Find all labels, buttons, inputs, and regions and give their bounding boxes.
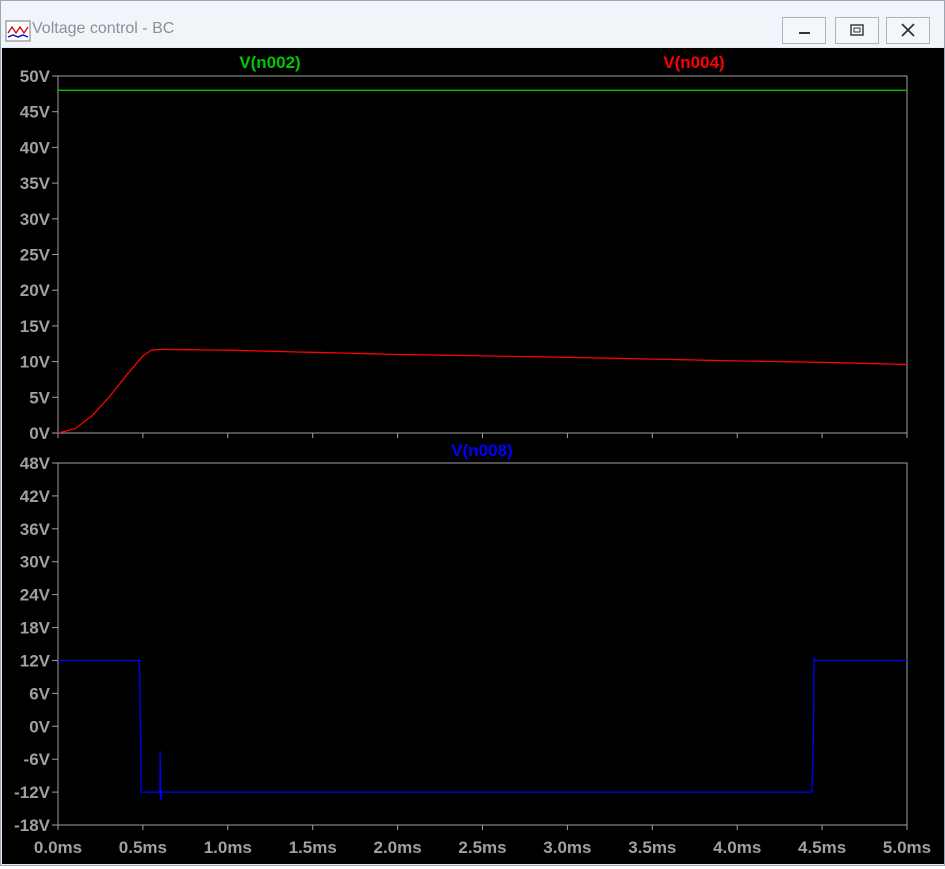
x-tick-label: 3.5ms (628, 838, 676, 857)
waveform-viewer-icon (5, 20, 31, 42)
minimize-button[interactable] (782, 17, 826, 44)
upper-y-axis: 0V 5V 10V 15V 20V 25V 30V 35V 40V 45V 50V (20, 67, 58, 443)
upper-y-tick-label: 5V (29, 388, 50, 407)
lower-y-tick-label: 30V (20, 553, 51, 572)
x-tick-label: 0.5ms (119, 838, 167, 857)
x-tick-label: 1.0ms (204, 838, 252, 857)
window-title: Voltage control - BC (32, 20, 175, 37)
x-tick-label: 2.5ms (458, 838, 506, 857)
lower-y-tick-label: -18V (14, 816, 51, 835)
x-tick-label: 4.0ms (713, 838, 761, 857)
lower-y-tick-label: -6V (24, 750, 51, 769)
lower-y-tick-label: 0V (29, 717, 50, 736)
upper-traces (57, 89, 908, 434)
lower-y-tick-label: 12V (20, 651, 51, 670)
legend-v-n008[interactable]: V(n008) (451, 441, 512, 460)
title-bar[interactable]: Voltage control - BC (1, 1, 944, 47)
lower-y-tick-label: -12V (14, 783, 51, 802)
lower-y-tick-label: 42V (20, 487, 51, 506)
x-tick-label: 5.0ms (883, 838, 931, 857)
close-button[interactable] (886, 17, 930, 44)
lower-y-tick-label: 48V (20, 454, 51, 473)
x-tick-label: 4.5ms (798, 838, 846, 857)
lower-y-axis: -18V -12V -6V 0V 6V 12V 18V 24V 30V 36V 42V 48V (14, 454, 58, 835)
upper-y-tick-label: 35V (20, 174, 51, 193)
upper-pane-frame (57, 75, 908, 434)
upper-y-tick-label: 20V (20, 281, 51, 300)
lower-y-tick-label: 36V (20, 520, 51, 539)
upper-y-tick-label: 25V (20, 246, 51, 265)
upper-y-tick-label: 10V (20, 353, 51, 372)
minimize-icon (799, 32, 810, 34)
legend-v-n002[interactable]: V(n002) (239, 53, 300, 72)
legend-v-n004[interactable]: V(n004) (663, 53, 724, 72)
maximize-icon (850, 24, 864, 36)
maximize-button[interactable] (835, 17, 879, 44)
upper-y-tick-label: 0V (29, 424, 50, 443)
lower-traces (58, 657, 907, 801)
lower-y-tick-label: 24V (20, 586, 51, 605)
trace-vn008[interactable] (58, 657, 907, 801)
trace-vn004[interactable] (57, 348, 908, 434)
lower-y-tick-label: 18V (20, 619, 51, 638)
upper-y-tick-label: 50V (20, 67, 51, 86)
plot-area: 0V 5V 10V 15V 20V 25V 30V 35V 40V 45V 50V V(n002) … (2, 48, 944, 864)
lower-pane[interactable]: -18V -12V -6V 0V 6V 12V 18V 24V 30V 36V 42V 48V V(n… (14, 441, 908, 835)
lower-y-tick-label: 6V (29, 684, 50, 703)
upper-y-tick-label: 30V (20, 210, 51, 229)
x-tick-label: 0.0ms (34, 838, 82, 857)
upper-y-tick-label: 45V (20, 103, 51, 122)
x-tick-label: 2.0ms (373, 838, 421, 857)
upper-y-tick-label: 15V (20, 317, 51, 336)
upper-y-tick-label: 40V (20, 138, 51, 157)
lower-pane-frame (57, 462, 908, 826)
x-axis: 0.0ms 0.5ms 1.0ms 1.5ms 2.0ms 2.5ms 3.0ms 3.5ms… (34, 433, 931, 857)
x-tick-label: 3.0ms (543, 838, 591, 857)
close-icon (901, 23, 915, 37)
x-tick-label: 1.5ms (289, 838, 337, 857)
